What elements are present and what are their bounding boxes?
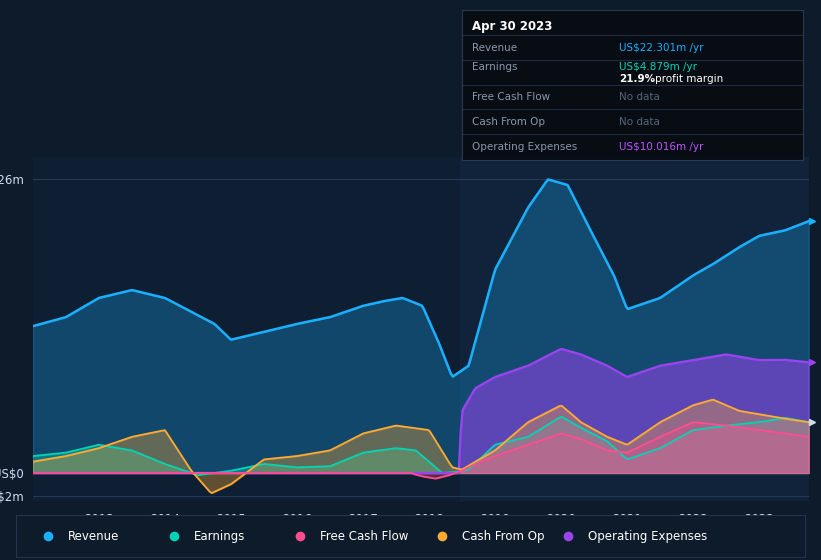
Text: US$22.301m /yr: US$22.301m /yr — [619, 43, 704, 53]
Text: Earnings: Earnings — [472, 62, 518, 72]
Text: US$10.016m /yr: US$10.016m /yr — [619, 142, 704, 152]
Text: No data: No data — [619, 117, 660, 127]
Text: Free Cash Flow: Free Cash Flow — [320, 530, 408, 543]
Text: 21.9%: 21.9% — [619, 74, 655, 85]
Text: Operating Expenses: Operating Expenses — [588, 530, 707, 543]
Text: profit margin: profit margin — [654, 74, 723, 85]
Text: Operating Expenses: Operating Expenses — [472, 142, 578, 152]
Text: US$4.879m /yr: US$4.879m /yr — [619, 62, 697, 72]
Text: Free Cash Flow: Free Cash Flow — [472, 92, 551, 102]
Text: Revenue: Revenue — [472, 43, 517, 53]
Text: Cash From Op: Cash From Op — [472, 117, 545, 127]
Text: Cash From Op: Cash From Op — [461, 530, 544, 543]
Bar — [460, 157, 809, 501]
Text: No data: No data — [619, 92, 660, 102]
Text: Apr 30 2023: Apr 30 2023 — [472, 20, 553, 33]
Text: Earnings: Earnings — [194, 530, 245, 543]
Text: Revenue: Revenue — [67, 530, 119, 543]
